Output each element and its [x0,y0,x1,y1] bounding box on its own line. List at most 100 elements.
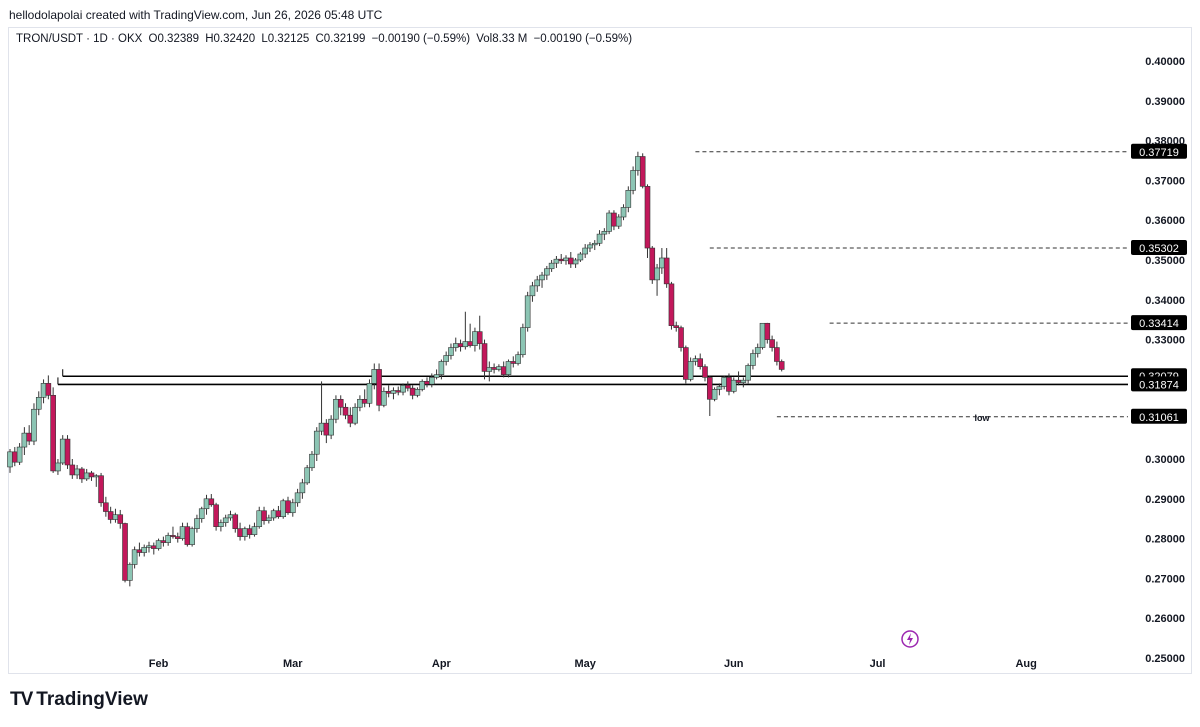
candle-body [611,212,617,227]
candle-body [141,547,148,553]
candle-body [735,379,742,383]
candle-body [136,549,143,553]
candle-body [443,355,449,362]
legend-low: L0.32125 [261,33,310,45]
candle-body [481,343,488,372]
candle-body [194,518,200,529]
candle-body [83,472,90,480]
candle-body [730,379,737,392]
x-tick-label: Feb [149,658,169,670]
candle-body [352,406,358,424]
candle-body [424,381,430,385]
price-marks: 0.320790.318740.377190.353020.334140.310… [1131,143,1187,424]
candle-body [40,383,47,398]
price-badge-label: 0.35302 [1139,243,1179,255]
price-badge-label: 0.33414 [1139,318,1179,330]
y-tick-label: 0.34000 [1145,295,1185,307]
candle-body [615,216,622,227]
candle-body [16,446,23,463]
y-tick-label: 0.28000 [1145,534,1185,546]
candle-body [520,327,526,356]
candle-body [639,156,646,187]
candle-body [778,361,785,370]
candle-body [654,267,660,281]
candle-body [318,422,325,432]
candle-body [452,343,459,348]
price-badge [1131,143,1187,159]
candle-body [251,526,258,535]
x-tick-label: Aug [1015,658,1036,670]
candle-body [11,451,18,463]
candle-body [467,341,473,346]
candle-body [601,231,608,235]
candle-body [347,414,354,424]
candle-body [673,325,680,328]
legend-symbol[interactable]: TRON/USDT · 1D · OKX [16,33,143,45]
candle-body [361,398,368,404]
x-tick-label: May [574,658,596,670]
candle-body [687,361,694,380]
candle-body [261,510,267,521]
x-tick-label: Jul [870,658,886,670]
candle-body [93,475,100,478]
brand-name: TradingView [36,689,148,710]
y-tick-label: 0.30000 [1145,454,1185,466]
candle-body [457,343,464,348]
candle-body [242,528,248,537]
candle-body [462,341,469,348]
legend-change: −0.00190 (−0.59%) [371,33,471,45]
candle-body [333,398,339,420]
candle-body [702,366,708,378]
lightning-icon[interactable] [901,630,919,648]
y-tick-label: 0.33000 [1145,335,1185,347]
candle-body [112,514,119,520]
candle-body [299,482,306,494]
candle-body [304,467,310,484]
candle-body [237,528,243,537]
candle-body [21,432,28,448]
candles [7,151,785,587]
candle-body [59,438,66,464]
candle-body [222,517,229,523]
x-tick-label: Jun [724,658,744,670]
candle-body [275,510,282,518]
price-badge [1131,315,1187,331]
legend-high: H0.32420 [205,33,256,45]
candle-body [280,500,287,518]
candle-body [486,367,493,372]
time-axis[interactable]: Feb Mar Apr May Jun Jul Aug [149,658,1037,670]
candle-body [587,244,593,249]
candle-body [31,408,37,442]
candle-body [544,268,550,276]
chart-frame [8,27,1192,674]
candle-body [7,451,13,468]
y-tick-label: 0.35000 [1145,255,1185,267]
price-axis[interactable]: 0.400000.390000.380000.370000.360000.350… [1145,56,1185,665]
candle-body [160,540,167,543]
candle-body [769,339,775,348]
candle-body [270,510,277,519]
candle-body [510,361,517,364]
candle-body [405,385,411,389]
candle-body [745,365,751,381]
candle-body [524,295,531,328]
candle-body [750,353,756,366]
candle-body [203,498,210,510]
candle-body [285,500,291,514]
candle-body [189,528,195,545]
price-badge-label: 0.31061 [1139,412,1179,424]
legend-close: C0.32199 [315,33,366,45]
candle-body [529,285,536,297]
candle-body [390,390,397,394]
candle-body [567,257,574,265]
candle-body [625,190,632,208]
candle-body [146,545,152,548]
candle-body [759,322,766,348]
candle-body [419,381,426,390]
tradingview-logo-icon: TV [10,689,33,710]
y-tick-label: 0.37000 [1145,175,1185,187]
candle-body [289,502,296,514]
candle-body [591,242,598,246]
y-tick-label: 0.29000 [1145,494,1185,506]
